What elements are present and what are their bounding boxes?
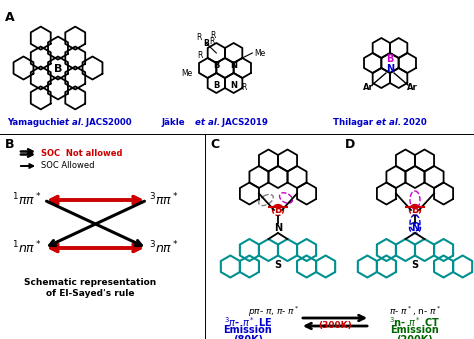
Text: Emission: Emission	[391, 325, 439, 335]
Text: (300K): (300K)	[318, 321, 352, 330]
Text: B: B	[54, 64, 62, 74]
Text: $^1n\pi^*$: $^1n\pi^*$	[12, 240, 42, 256]
Text: SOC  Not allowed: SOC Not allowed	[41, 148, 122, 158]
Text: R: R	[197, 52, 202, 60]
Text: N: N	[274, 223, 282, 233]
Text: A: A	[5, 11, 15, 24]
Text: (200K): (200K)	[397, 335, 433, 339]
Text: B: B	[213, 61, 219, 71]
Text: N: N	[411, 223, 419, 233]
Text: R: R	[210, 37, 215, 45]
Text: $^3$n- $\pi^*$ CT: $^3$n- $\pi^*$ CT	[390, 315, 440, 329]
Text: Schematic representation: Schematic representation	[24, 278, 156, 287]
Text: Thilagar: Thilagar	[333, 118, 376, 127]
Text: S: S	[274, 259, 282, 270]
Text: Emission: Emission	[224, 325, 273, 335]
Text: et al.: et al.	[376, 118, 401, 127]
Text: et al.: et al.	[59, 118, 84, 127]
Text: of El-Sayed's rule: of El-Sayed's rule	[46, 289, 134, 298]
Text: $^3\pi\pi^*$: $^3\pi\pi^*$	[149, 192, 179, 208]
Text: D: D	[345, 138, 355, 151]
Text: $^3n\pi^*$: $^3n\pi^*$	[149, 240, 179, 256]
Text: $p\pi$- $\pi$, $\pi$- $\pi^*$: $p\pi$- $\pi$, $\pi$- $\pi^*$	[248, 305, 300, 319]
Text: $^1\pi\pi^*$: $^1\pi\pi^*$	[12, 192, 42, 208]
Text: Ar: Ar	[363, 82, 374, 92]
Text: Yamaguchi: Yamaguchi	[7, 118, 63, 127]
Text: JACS: JACS	[83, 118, 109, 127]
Text: Jäkle: Jäkle	[162, 118, 189, 127]
Text: B: B	[274, 205, 282, 215]
Text: S: S	[411, 259, 419, 270]
Text: et al.: et al.	[195, 118, 220, 127]
Text: JACS: JACS	[219, 118, 245, 127]
Text: R: R	[210, 32, 216, 40]
Text: B: B	[213, 80, 219, 89]
Text: N: N	[230, 80, 237, 89]
Text: B: B	[386, 54, 394, 64]
Text: R: R	[196, 34, 202, 42]
Text: R: R	[241, 83, 246, 93]
Text: 2020: 2020	[400, 118, 427, 127]
Text: SOC Allowed: SOC Allowed	[41, 161, 94, 171]
Text: Ar: Ar	[407, 82, 418, 92]
Text: N: N	[230, 61, 237, 71]
Text: $\pi$- $\pi^*$, n- $\pi^*$: $\pi$- $\pi^*$, n- $\pi^*$	[389, 305, 441, 318]
Text: $^3\pi$- $\pi^*$ LE: $^3\pi$- $\pi^*$ LE	[224, 315, 272, 329]
Text: N: N	[386, 64, 394, 74]
Text: B: B	[5, 138, 15, 151]
Text: Me: Me	[182, 68, 192, 78]
Text: Me: Me	[255, 48, 265, 58]
Text: B: B	[203, 39, 209, 47]
Text: (80K): (80K)	[233, 335, 263, 339]
Text: B: B	[411, 205, 419, 215]
Text: 2019: 2019	[241, 118, 268, 127]
Text: C: C	[210, 138, 219, 151]
Text: 2000: 2000	[105, 118, 132, 127]
